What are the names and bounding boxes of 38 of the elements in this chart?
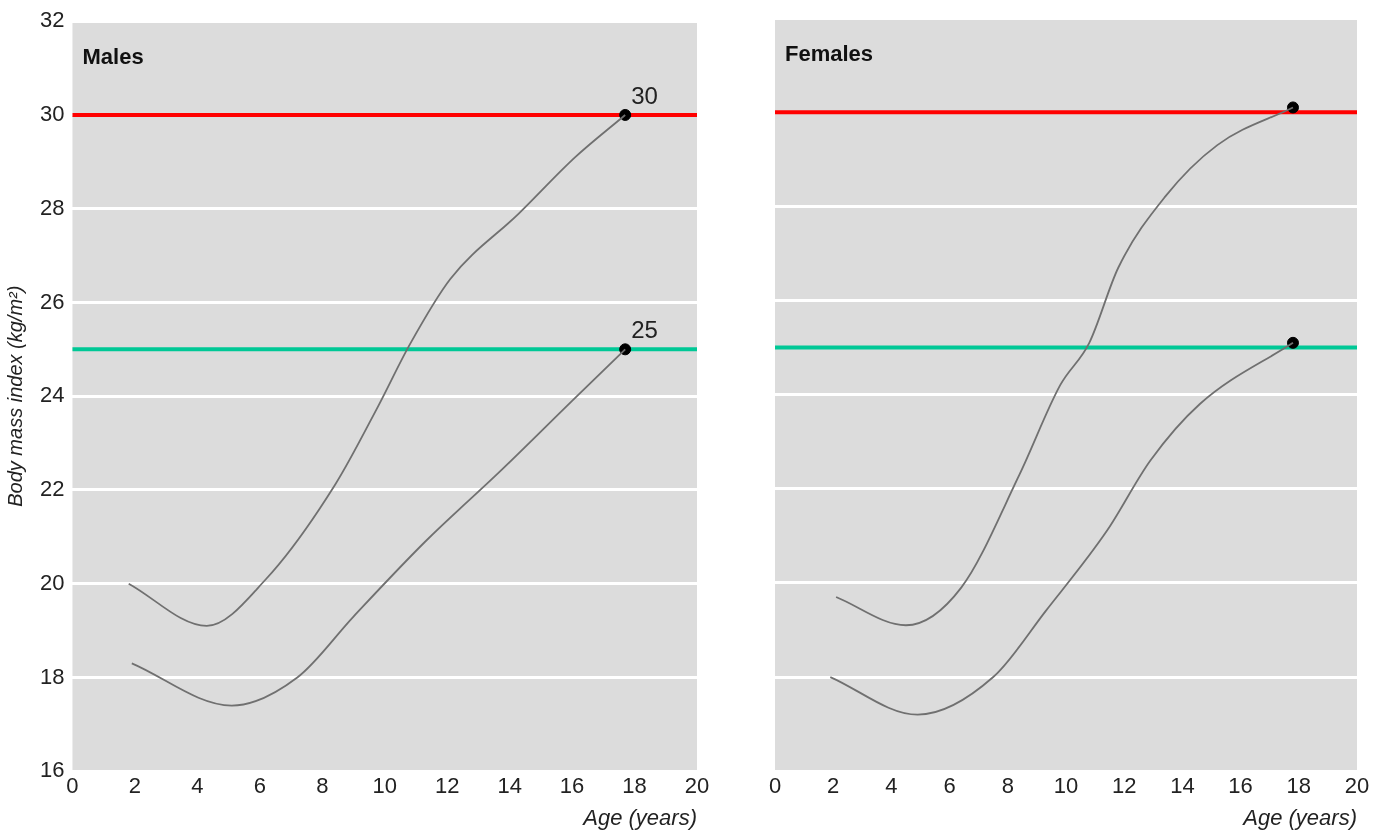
x-tick-label: 12 [434,773,460,799]
x-tick-label: 4 [191,773,204,799]
x-tick-label: 8 [316,773,329,799]
text: Females [785,41,874,67]
x-tick-label: 10 [1053,773,1079,799]
x-tick-label: 6 [943,773,956,799]
text: Males [82,44,144,70]
x-tick-label: 2 [128,773,142,799]
x-tick-label: 6 [253,773,266,799]
y-tick-label: 16 [39,757,65,783]
x-tick-label: 16 [559,773,585,799]
x-tick-label: 10 [372,773,397,799]
x-tick-label: 2 [827,773,840,799]
x-tick-label: 0 [768,773,782,799]
annotation: 25 [631,315,658,343]
y-tick-label: 28 [39,194,65,220]
x-tick-label: 14 [497,773,522,799]
x-tick-label: 18 [622,773,647,799]
y-tick-label: 26 [39,288,65,314]
x-tick-label: 0 [66,773,79,799]
x-axis-title: Age (years) [1241,804,1357,830]
x-tick-label: 20 [684,773,710,799]
x-tick-label: 16 [1228,773,1253,799]
x-tick-label: 4 [885,773,898,799]
x-tick-label: 18 [1286,773,1312,799]
y-tick-label: 30 [39,101,65,127]
x-tick-label: 14 [1170,773,1195,799]
annotation: 30 [631,81,658,109]
x-axis-title: Age (years) [581,804,697,830]
y-tick-label: 22 [39,476,65,502]
y-tick-label: 18 [39,663,65,689]
y-axis-title: Body mass index (kg/m²) [3,285,26,507]
x-tick-label: 20 [1344,773,1370,799]
y-tick-label: 32 [39,7,65,33]
x-tick-label: 8 [1001,773,1014,799]
y-tick-label: 24 [39,382,65,408]
x-tick-label: 12 [1111,773,1137,799]
y-tick-label: 20 [39,569,65,595]
